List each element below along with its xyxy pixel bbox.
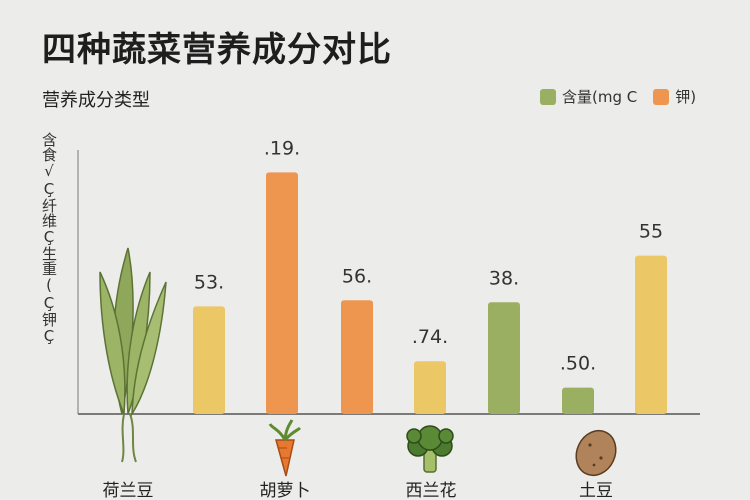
bar-value-label-4: .74. <box>412 326 448 348</box>
legend-swatch-orange <box>653 88 670 105</box>
bar-5 <box>488 302 520 414</box>
bar-1 <box>193 306 225 414</box>
y-axis-label: 含食√Ç纤维Ç生重(Ç钾Ç <box>40 132 58 345</box>
bar-value-label-3: 56. <box>342 265 372 287</box>
bar-6 <box>562 387 594 414</box>
bar-value-label-1: 53. <box>194 271 224 293</box>
bar-value-label-6: .50. <box>560 353 596 375</box>
category-label-3: 西兰花 <box>406 481 457 500</box>
legend-label-content: 含量(mg C <box>562 88 638 106</box>
bars-group <box>193 172 667 414</box>
bar-7 <box>635 255 667 414</box>
chart-subtitle: 营养成分类型 <box>42 90 150 111</box>
category-labels-group: 荷兰豆 胡萝卜 西兰花 土豆 <box>103 481 614 500</box>
legend-item-potassium: 钾) <box>653 86 696 107</box>
category-label-4: 土豆 <box>579 481 613 500</box>
bar-value-label-5: 38. <box>489 267 519 289</box>
bar-value-label-2: .19. <box>264 137 300 159</box>
bar-value-label-7: 55 <box>639 221 663 243</box>
potato-icon <box>575 429 617 477</box>
legend-label-potassium: 钾) <box>675 88 697 106</box>
broccoli-icon <box>406 425 454 473</box>
carrot-icon <box>268 419 302 477</box>
legend-swatch-green <box>540 88 556 105</box>
bar-3 <box>341 300 373 414</box>
chart-title: 四种蔬菜营养成分对比 <box>42 30 392 70</box>
bar-2 <box>266 172 298 414</box>
category-label-1: 荷兰豆 <box>103 481 154 500</box>
snow-pea-icon <box>99 247 167 463</box>
legend-item-content: 含量(mg C <box>540 86 637 107</box>
legend: 含量(mg C 钾) <box>540 86 712 107</box>
bar-labels-group: 53. .19. 56. .74. 38. .50. 55 <box>194 137 663 374</box>
bar-4 <box>414 361 446 414</box>
category-label-2: 胡萝卜 <box>260 481 311 500</box>
